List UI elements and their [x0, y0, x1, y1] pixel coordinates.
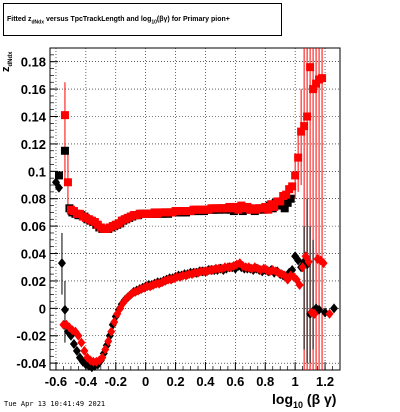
data-point-diamond [101, 344, 110, 355]
y-tick-label: 0.18 [21, 55, 46, 70]
y-tick-label: 0 [39, 301, 46, 316]
data-point-diamond [325, 308, 334, 319]
data-point-square [54, 171, 63, 180]
data-point-diamond [295, 280, 304, 291]
data-point-square [282, 190, 291, 199]
x-tick-label: -0.6 [45, 374, 67, 389]
x-tick-label: -0.4 [75, 374, 98, 389]
data-point-diamond [110, 317, 119, 328]
y-tick-label: -0.02 [16, 329, 46, 344]
y-tick-label: -0.04 [16, 356, 46, 371]
data-point-square [300, 122, 309, 131]
x-tick-label: -0.2 [105, 374, 127, 389]
y-tick-label: 0.16 [21, 82, 46, 97]
data-point-diamond [74, 330, 83, 341]
title-prefix: Fitted z [7, 16, 32, 23]
data-point-diamond [319, 258, 328, 269]
data-point-square [264, 205, 273, 214]
data-point-diamond [310, 308, 319, 319]
data-point-square [60, 111, 69, 120]
title-suffix: (βγ) for Primary pion+ [156, 16, 230, 23]
data-point-square [306, 63, 315, 72]
data-point-diamond [69, 338, 78, 349]
data-point-diamond [304, 256, 313, 267]
data-point-diamond [298, 262, 307, 273]
y-tick-label: 0.12 [21, 137, 46, 152]
y-tick-label: 0.1 [28, 164, 46, 179]
data-point-diamond [72, 345, 81, 356]
data-point-square [291, 171, 300, 180]
title-sub: dNdx [31, 19, 45, 26]
x-tick-label: 0.4 [196, 374, 215, 389]
y-tick-label: 0.08 [21, 192, 46, 207]
data-point-square [280, 204, 289, 213]
chart-title-box: Fitted zdNdx versus TpcTrackLength and l… [3, 3, 282, 36]
data-point-diamond [77, 337, 86, 348]
data-point-square [294, 153, 303, 162]
data-point-square [63, 178, 72, 187]
y-tick-label: 0.14 [21, 110, 47, 125]
data-point-square [297, 127, 306, 136]
data-point-diamond [60, 304, 69, 315]
title-sub2: 10 [151, 19, 157, 26]
y-tick-label: 0.06 [21, 219, 46, 234]
data-point-square [234, 205, 243, 214]
data-point-square [303, 112, 312, 121]
data-point-square [312, 79, 321, 88]
y-tick-label: 0.02 [21, 274, 46, 289]
data-point-diamond [80, 345, 89, 356]
x-tick-label: 0.8 [256, 374, 274, 389]
data-point-diamond [250, 262, 259, 273]
data-point-diamond [294, 255, 303, 266]
data-point-diamond [104, 336, 113, 347]
x-tick-label: 0 [142, 374, 149, 389]
x-tick-label: 0.2 [167, 374, 185, 389]
data-point-diamond [107, 326, 116, 337]
data-point-square [318, 74, 327, 83]
data-point-square [288, 182, 297, 191]
y-tick-label: 0.04 [21, 247, 47, 262]
data-point-diamond [54, 182, 63, 193]
data-point-diamond [330, 303, 339, 314]
data-point-square [283, 198, 292, 207]
data-point-square [276, 197, 285, 206]
data-point-square [270, 202, 279, 211]
data-point-diamond [57, 258, 66, 269]
x-tick-label: 1 [292, 374, 299, 389]
x-tick-label: 0.6 [226, 374, 244, 389]
timestamp: Tue Apr 13 10:41:49 2021 [4, 400, 106, 408]
x-tick-label: 1.2 [316, 374, 334, 389]
x-axis-title: log10 (β γ) [272, 391, 337, 410]
data-point-diamond [98, 352, 107, 363]
data-point-square [309, 85, 318, 94]
data-point-square [60, 146, 69, 155]
title-mid: versus TpcTrackLength and log [44, 16, 152, 23]
data-point-square [286, 194, 295, 203]
y-axis-title: zdNdx [0, 51, 15, 73]
